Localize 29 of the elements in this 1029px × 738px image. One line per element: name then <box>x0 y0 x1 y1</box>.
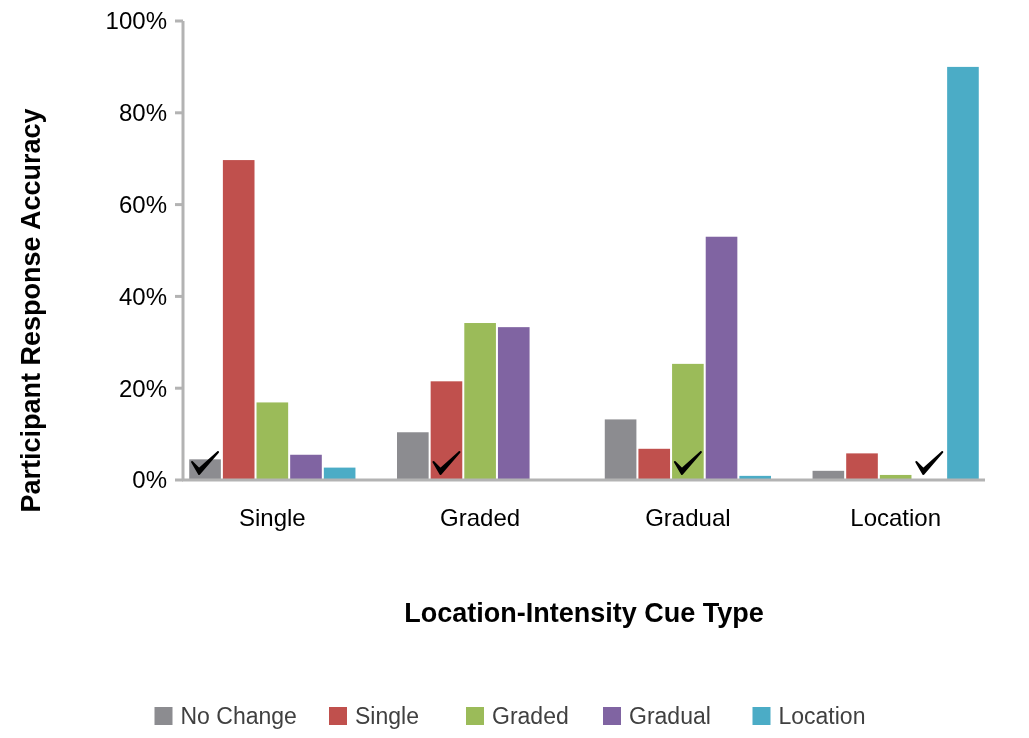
bar <box>397 432 429 480</box>
legend-label: Gradual <box>629 703 711 729</box>
bar <box>705 236 738 480</box>
x-axis-title: Location-Intensity Cue Type <box>404 598 764 628</box>
y-tick-label: 80% <box>118 99 167 127</box>
bar <box>497 327 530 480</box>
bar <box>672 363 704 480</box>
x-tick-label: Gradual <box>645 504 731 531</box>
legend-label: No Change <box>180 703 297 729</box>
x-tick-label: Graded <box>440 504 521 531</box>
legend-label: Location <box>778 703 866 729</box>
bar <box>947 66 979 480</box>
bar <box>464 323 496 480</box>
x-tick-label: Location <box>850 504 942 531</box>
bar <box>222 160 255 480</box>
y-tick-label: 100% <box>105 7 167 35</box>
legend-label: Graded <box>492 703 569 729</box>
bar <box>604 419 637 480</box>
legend-label: Single <box>355 703 419 729</box>
x-tick-label: Single <box>238 504 306 531</box>
y-tick-label: 60% <box>118 191 167 218</box>
y-axis-title: Participant Response Accuracy <box>16 108 46 513</box>
bar <box>256 402 289 480</box>
y-tick-label: 0% <box>132 466 167 494</box>
bar <box>290 454 322 480</box>
y-tick-label: 40% <box>118 282 167 310</box>
y-tick-label: 20% <box>118 374 167 402</box>
bar <box>430 381 463 480</box>
bar <box>846 453 878 480</box>
